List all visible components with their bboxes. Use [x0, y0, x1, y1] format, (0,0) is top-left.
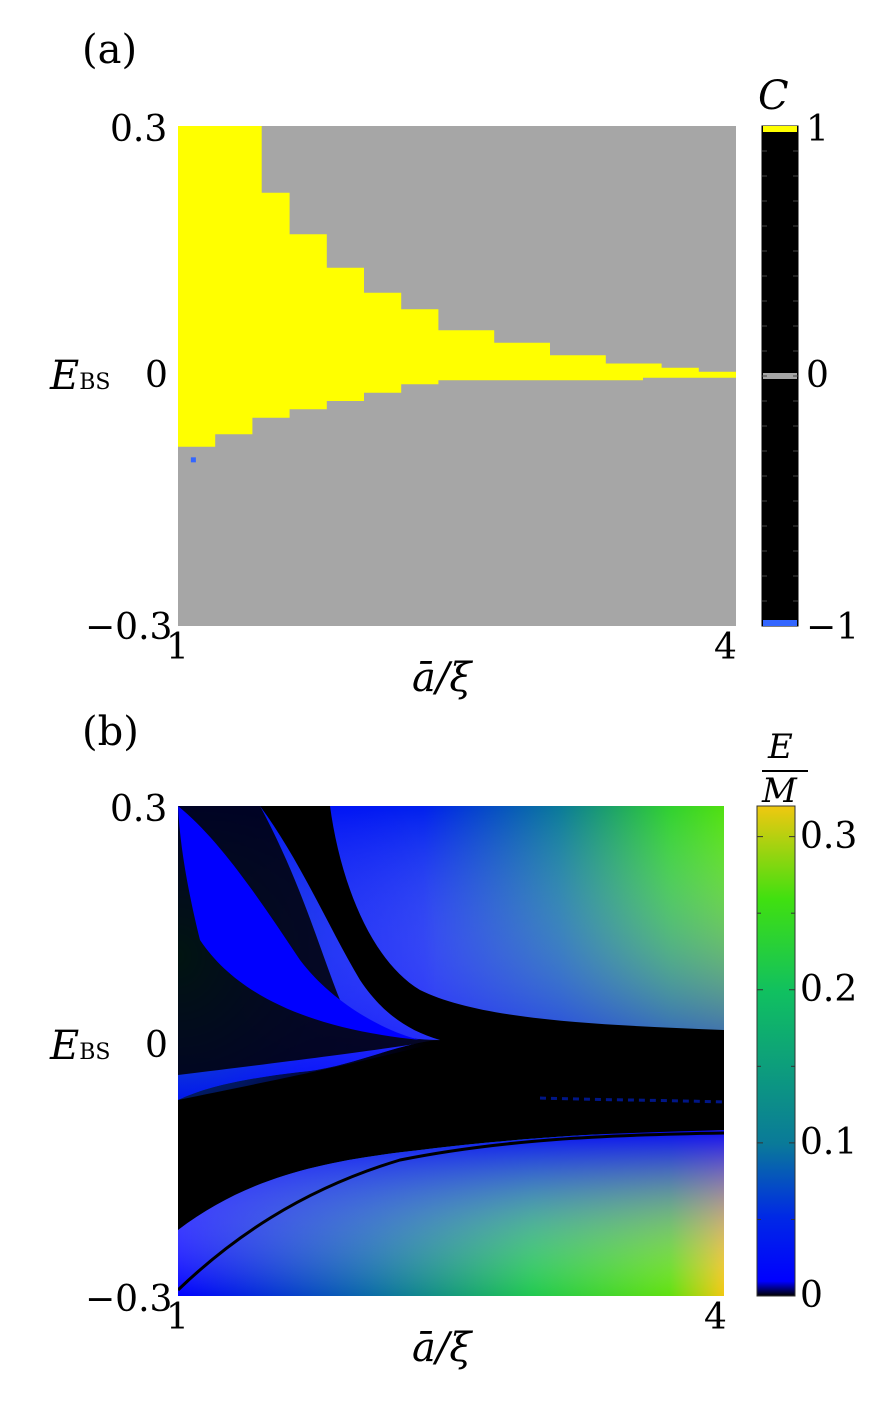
panel-b-ytick-mid: 0	[145, 1025, 168, 1066]
panel-a-xtick-left: 1	[166, 627, 189, 668]
panel-a-region-Cminus1-point-0	[190, 457, 196, 463]
panel-b-label: (b)	[82, 709, 139, 755]
panel-b-blue-wedge	[178, 806, 420, 1040]
panel-a-plot	[178, 126, 736, 626]
colorbar-a-title: C	[758, 73, 789, 119]
panel-b-plot	[178, 806, 724, 1296]
colorbar-a-level-1	[763, 126, 797, 132]
panel-b-xtick-right: 4	[704, 1297, 727, 1338]
panel-b-xtick-left: 1	[166, 1297, 189, 1338]
colorbar-b-title-denominator: M	[762, 771, 797, 811]
panel-a-label: (a)	[82, 27, 138, 73]
panel-b-lower-shade	[178, 1130, 724, 1296]
colorbar-b-tick-0: 0	[800, 1275, 823, 1316]
panel-b-ytick-bottom: −0.3	[85, 1279, 173, 1320]
panel-a-xtick-right: 4	[714, 627, 737, 668]
panel-b-dark-left-lobe	[178, 806, 440, 1075]
panel-a-ytick-mid: 0	[145, 355, 168, 396]
colorbar-a-tick-0: 0	[806, 355, 829, 396]
panel-b-dark-band	[178, 1042, 724, 1230]
panel-a-xlabel: ā/ξ	[412, 655, 472, 701]
colorbar-b-tick-0.1: 0.1	[800, 1121, 858, 1163]
panel-a-colorbar	[761, 125, 799, 627]
panel-a-region-C1	[178, 126, 736, 447]
panel-b-ylabel: EBS	[50, 1023, 111, 1069]
panel-b-colorbar	[756, 770, 808, 1297]
panel-b-xlabel: ā/ξ	[412, 1325, 472, 1371]
panel-a-ytick-top: 0.3	[110, 109, 168, 150]
panel-a-ytick-bottom: −0.3	[85, 607, 173, 648]
panel-b-dark-curve	[178, 1131, 724, 1292]
colorbar-b-title-numerator: E	[768, 727, 793, 767]
panel-b-dark-branch	[260, 806, 724, 1050]
panel-b-ytick-top: 0.3	[110, 789, 168, 830]
colorbar-b-body	[756, 805, 796, 1297]
colorbar-a-tick-1: 1	[806, 109, 829, 150]
colorbar-a-level-0	[763, 373, 797, 379]
colorbar-b-tick-0.3: 0.3	[800, 815, 858, 857]
colorbar-a-tick-minus1: −1	[806, 607, 860, 648]
panel-a-ylabel: EBS	[50, 353, 111, 399]
colorbar-b-tick-0.2: 0.2	[800, 968, 858, 1010]
panel-b-checker-line	[539, 1096, 724, 1104]
colorbar-a-level--1	[763, 620, 797, 626]
